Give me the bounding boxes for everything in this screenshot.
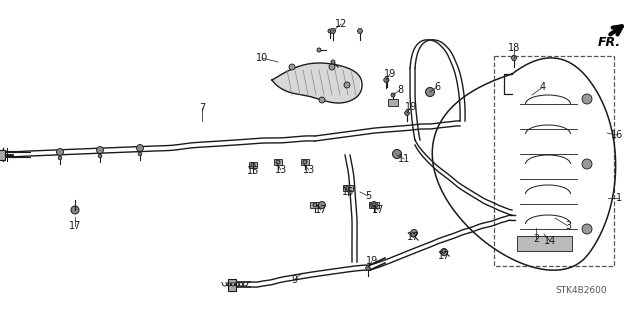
Circle shape bbox=[371, 202, 378, 209]
Polygon shape bbox=[313, 203, 317, 207]
Text: 17: 17 bbox=[315, 205, 327, 215]
Text: 17: 17 bbox=[69, 221, 81, 231]
Text: 19: 19 bbox=[384, 69, 396, 79]
Polygon shape bbox=[251, 163, 255, 167]
Text: 10: 10 bbox=[256, 53, 268, 63]
Polygon shape bbox=[331, 60, 335, 64]
Polygon shape bbox=[357, 29, 363, 33]
Polygon shape bbox=[404, 111, 410, 115]
Text: 9: 9 bbox=[291, 275, 297, 285]
Polygon shape bbox=[346, 186, 350, 190]
Text: 3: 3 bbox=[565, 221, 571, 231]
Text: 12: 12 bbox=[335, 19, 347, 29]
Polygon shape bbox=[303, 160, 307, 164]
Bar bbox=[228, 279, 236, 291]
Circle shape bbox=[426, 87, 435, 97]
Text: 16: 16 bbox=[611, 130, 623, 140]
Circle shape bbox=[97, 146, 104, 153]
Text: 18: 18 bbox=[508, 43, 520, 53]
Text: 15: 15 bbox=[247, 166, 259, 176]
Text: 5: 5 bbox=[365, 191, 371, 201]
Circle shape bbox=[344, 82, 350, 88]
Polygon shape bbox=[372, 203, 376, 207]
Text: 15: 15 bbox=[342, 187, 354, 197]
Circle shape bbox=[56, 149, 63, 155]
Bar bbox=[274, 159, 282, 165]
Bar bbox=[494, 56, 614, 266]
Circle shape bbox=[582, 159, 592, 169]
Text: 2: 2 bbox=[533, 234, 539, 244]
Polygon shape bbox=[385, 78, 389, 82]
Circle shape bbox=[582, 94, 592, 104]
Polygon shape bbox=[328, 29, 332, 33]
Polygon shape bbox=[98, 154, 102, 158]
Text: 14: 14 bbox=[544, 236, 556, 246]
Circle shape bbox=[289, 64, 295, 70]
Text: STK4B2600: STK4B2600 bbox=[555, 286, 607, 295]
Circle shape bbox=[136, 145, 143, 152]
Text: FR.: FR. bbox=[598, 36, 621, 49]
Polygon shape bbox=[405, 111, 409, 115]
Circle shape bbox=[440, 249, 447, 256]
Text: 6: 6 bbox=[434, 82, 440, 92]
Text: 7: 7 bbox=[199, 103, 205, 113]
Circle shape bbox=[319, 202, 326, 209]
Text: 8: 8 bbox=[397, 85, 403, 95]
Polygon shape bbox=[365, 266, 371, 270]
Bar bbox=[343, 185, 353, 191]
Circle shape bbox=[582, 224, 592, 234]
Polygon shape bbox=[330, 29, 336, 33]
Polygon shape bbox=[383, 78, 388, 82]
Bar bbox=[301, 159, 309, 165]
Text: 4: 4 bbox=[540, 82, 546, 92]
Polygon shape bbox=[272, 63, 360, 103]
Bar bbox=[369, 202, 379, 208]
Text: 19: 19 bbox=[405, 102, 417, 112]
Polygon shape bbox=[442, 249, 446, 253]
Polygon shape bbox=[411, 233, 415, 237]
Text: 17: 17 bbox=[407, 232, 419, 242]
Circle shape bbox=[410, 229, 417, 236]
Polygon shape bbox=[317, 48, 321, 52]
Text: 19: 19 bbox=[366, 256, 378, 266]
Text: 17: 17 bbox=[438, 251, 450, 261]
Polygon shape bbox=[58, 156, 62, 160]
Bar bbox=[249, 162, 257, 168]
Text: 13: 13 bbox=[303, 165, 315, 175]
Text: 13: 13 bbox=[275, 165, 287, 175]
Polygon shape bbox=[511, 56, 516, 60]
Bar bbox=[388, 99, 398, 106]
Text: 1: 1 bbox=[616, 193, 622, 203]
Bar bbox=[517, 236, 572, 251]
Bar bbox=[310, 202, 320, 208]
Polygon shape bbox=[391, 93, 396, 97]
Circle shape bbox=[319, 97, 325, 103]
Circle shape bbox=[392, 150, 401, 159]
Circle shape bbox=[329, 64, 335, 70]
Polygon shape bbox=[138, 152, 142, 156]
Circle shape bbox=[71, 206, 79, 214]
Text: 17: 17 bbox=[372, 205, 384, 215]
Bar bbox=[0, 150, 5, 160]
Polygon shape bbox=[276, 160, 280, 164]
Text: 11: 11 bbox=[398, 154, 410, 164]
